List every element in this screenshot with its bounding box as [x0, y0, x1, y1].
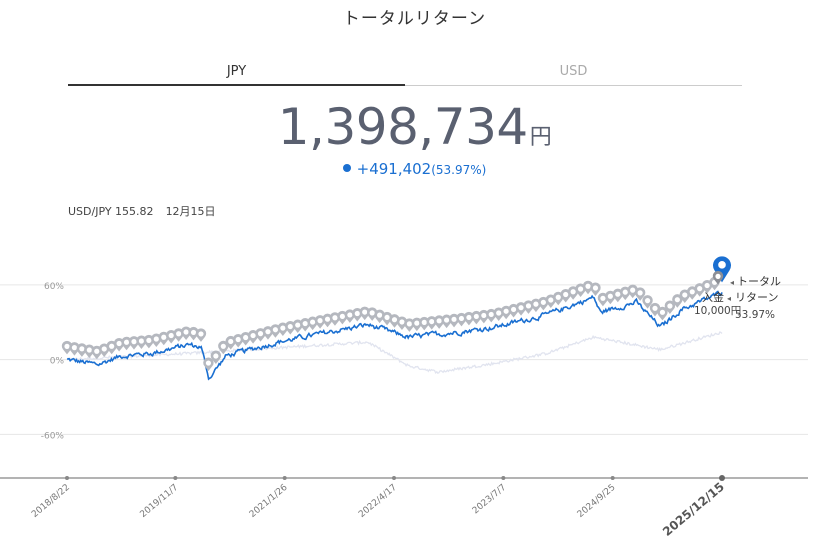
deposit-marker[interactable]	[672, 294, 683, 308]
x-tick-dot	[65, 476, 69, 480]
x-tick-dot	[719, 475, 725, 481]
x-tick-label: 2021/1/26	[248, 482, 290, 519]
deposit-line	[66, 331, 723, 375]
current-location-pin-icon[interactable]	[713, 256, 731, 283]
x-tick-dot	[173, 476, 178, 480]
fx-rate-label: USD/JPY 155.82	[68, 205, 154, 218]
deposit-marker[interactable]	[627, 284, 638, 299]
deposit-marker[interactable]	[381, 311, 393, 326]
deposit-marker[interactable]	[712, 270, 724, 285]
total-amount: 1,398,734	[277, 98, 528, 156]
total-unit: 円	[529, 125, 552, 150]
y-tick-label: 60%	[44, 282, 64, 292]
change-summary: +491,402(53.97%)	[0, 160, 829, 178]
currency-tabs: JPY USD	[68, 62, 742, 86]
deposit-marker[interactable]	[195, 328, 207, 342]
deposit-marker[interactable]	[188, 326, 199, 341]
x-tick-label: 2018/8/22	[30, 483, 72, 520]
x-tick-label: 2023/7/7	[471, 483, 508, 517]
x-tick-label: 2025/12/15	[660, 480, 727, 539]
tab-usd[interactable]: USD	[405, 62, 742, 86]
legend-pointer-icon: ◂	[727, 294, 731, 303]
deposit-marker[interactable]	[642, 295, 653, 309]
fx-rate-date: 12月15日	[165, 205, 216, 218]
x-tick-dot	[501, 476, 506, 480]
legend-return-label: リターン	[735, 291, 778, 304]
deposit-marker[interactable]	[389, 314, 400, 328]
deposit-marker[interactable]	[203, 357, 214, 372]
y-tick-label: -60%	[41, 431, 65, 441]
return-dot-icon	[342, 164, 351, 172]
deposit-marker[interactable]	[76, 343, 88, 357]
change-percent: (53.97%)	[431, 163, 487, 177]
deposit-marker[interactable]	[69, 342, 80, 356]
deposit-marker[interactable]	[84, 344, 95, 359]
page-title: トータルリターン	[342, 9, 487, 29]
deposit-marker[interactable]	[158, 331, 169, 346]
deposit-marker[interactable]	[61, 340, 73, 355]
deposit-marker[interactable]	[582, 280, 594, 295]
legend-total-label: トータル	[737, 275, 781, 288]
current-return-value: 53.97%	[735, 309, 775, 321]
deposit-marker[interactable]	[218, 340, 229, 355]
deposit-marker[interactable]	[210, 350, 222, 365]
deposit-marker[interactable]	[180, 326, 192, 341]
deposit-marker[interactable]	[634, 287, 646, 301]
legend-pointer-icon: ◂	[730, 278, 734, 287]
deposit-marker[interactable]	[664, 300, 676, 315]
deposit-marker[interactable]	[590, 282, 601, 297]
y-tick-label: 0%	[50, 357, 65, 367]
legend-deposit-label: 入金	[702, 290, 724, 304]
current-deposit-value: 10,000円	[694, 305, 741, 317]
tab-jpy[interactable]: JPY	[68, 62, 405, 86]
deposit-marker[interactable]	[374, 309, 385, 324]
x-tick-dot	[392, 476, 397, 480]
x-tick-label: 2019/11/7	[138, 483, 180, 520]
x-tick-dot	[282, 476, 287, 480]
deposit-marker[interactable]	[396, 316, 408, 330]
x-tick-label: 2022/4/17	[357, 483, 399, 520]
fx-rate: USD/JPY 155.82 12月15日	[68, 203, 216, 219]
x-tick-dot	[610, 476, 615, 480]
deposit-marker[interactable]	[657, 306, 668, 321]
return-line	[66, 290, 723, 381]
change-amount: +491,402	[356, 160, 432, 178]
total-value: 1,398,734円	[0, 98, 829, 156]
x-tick-label: 2024/9/25	[576, 483, 618, 520]
deposit-marker[interactable]	[366, 307, 378, 321]
deposit-marker[interactable]	[359, 306, 370, 321]
